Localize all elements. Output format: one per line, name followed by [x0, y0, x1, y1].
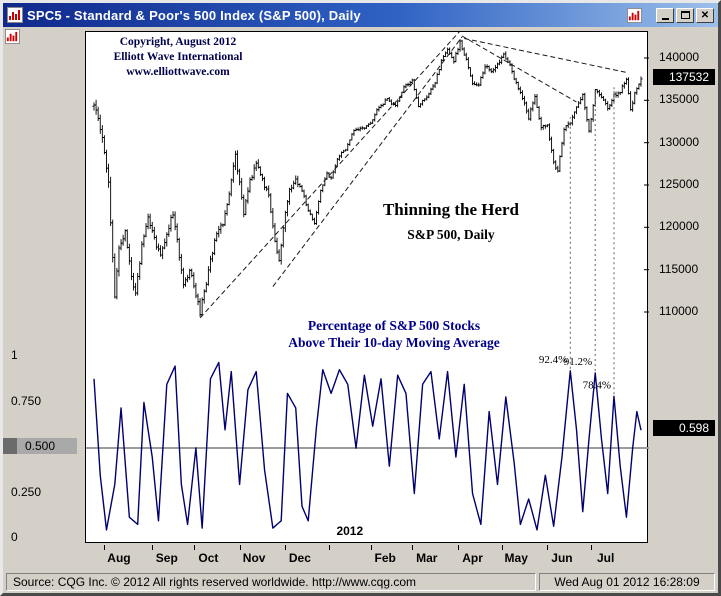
price-axis-label: 130000 [659, 134, 700, 149]
close-button[interactable]: ✕ [696, 7, 714, 23]
month-tick [329, 545, 331, 550]
month-tick [501, 545, 503, 550]
month-label: Jul [596, 551, 615, 565]
headline-annotation: Thinning the Herd [382, 200, 520, 219]
cqg-chart-icon-corner [5, 29, 20, 44]
price-axis-label: 120000 [659, 219, 700, 234]
subhead-annotation: S&P 500, Daily [407, 227, 495, 242]
copyright-line-1: Copyright, August 2012 [119, 36, 237, 48]
time-axis: Aug Sep Oct Nov Dec Feb Mar Apr May Jun Jul [3, 545, 718, 569]
minimize-button[interactable] [656, 7, 674, 23]
cqg-chart-icon[interactable] [7, 7, 23, 23]
price-axis-label: 135000 [659, 92, 700, 107]
status-datetime: Wed Aug 01 2012 16:28:09 [539, 573, 715, 591]
month-label: Aug [107, 551, 131, 565]
breadth-annotation: Percentage of S&P 500 Stocks Above Their… [236, 318, 552, 352]
copyright-line-2: Elliott Wave International [113, 51, 243, 64]
chart-canvas: 92.4%91.2%78.4%2012 [86, 32, 649, 538]
month-tick [547, 545, 549, 550]
month-label: Dec [288, 551, 311, 565]
maximize-icon [680, 11, 690, 19]
copyright-annotation: Copyright, August 2012 Elliott Wave Inte… [92, 35, 264, 81]
price-axis-label: 140000 [659, 50, 700, 64]
month-label: Jun [551, 551, 573, 565]
window-controls: ✕ [656, 7, 714, 23]
chart-area: 1 0.750 0.500 0.250 0 92.4% 91.2% 78.4% 2012 Co… [3, 27, 718, 571]
copyright-line-3: www.elliottwave.com [126, 66, 230, 79]
oscillator-axis-label: 1 [11, 348, 18, 362]
price-axis: 137532 0.598 140000 135000 130000 125000 120… [652, 27, 718, 571]
month-label: Nov [242, 551, 266, 565]
status-bar: Source: CQG Inc. © 2012 All rights reser… [3, 571, 718, 593]
month-label: May [504, 551, 528, 565]
month-label: Mar [416, 551, 438, 565]
month-label: Feb [374, 551, 396, 565]
maximize-button[interactable] [676, 7, 694, 23]
chart-plot[interactable]: 92.4% 91.2% 78.4% 2012 Copyright, August 20… [85, 31, 649, 543]
breadth-peak-label: 91.2% [564, 356, 592, 368]
oscillator-axis-label: 0.250 [11, 484, 42, 499]
month-tick [457, 545, 459, 550]
month-tick [591, 545, 593, 550]
month-tick [239, 545, 241, 550]
oscillator-axis-label: 0.500 [3, 438, 77, 454]
window-title: SPC5 - Standard & Poor's 500 Index (S&P … [27, 7, 361, 23]
breadth-peak-label: 92.4% [539, 354, 567, 366]
month-label: Oct [198, 551, 219, 565]
oscillator-axis-label: 0 [11, 530, 18, 544]
breadth-line-1: Percentage of S&P 500 Stocks [307, 318, 481, 333]
titlebar: SPC5 - Standard & Poor's 500 Index (S&P … [3, 3, 718, 27]
last-oscillator-badge: 0.598 [653, 420, 715, 437]
month-tick [285, 545, 287, 550]
price-axis-label: 125000 [659, 177, 700, 191]
price-axis-label: 110000 [659, 304, 699, 318]
oscillator-axis: 1 0.750 0.500 0.250 0 [3, 27, 85, 571]
month-tick [193, 545, 195, 550]
month-label: Sep [155, 551, 178, 565]
year-label: 2012 [336, 524, 363, 538]
last-price-badge: 137532 [653, 68, 715, 85]
month-label: Apr [462, 551, 483, 565]
close-icon: ✕ [700, 9, 710, 21]
oscillator-axis-label: 0.750 [11, 393, 42, 408]
cqg-chart-icon-right [627, 7, 642, 23]
breadth-line-2: Above Their 10-day Moving Average [288, 334, 500, 350]
month-tick [152, 545, 154, 550]
status-source: Source: CQG Inc. © 2012 All rights reser… [6, 573, 536, 591]
minimize-icon [661, 18, 669, 20]
month-tick [370, 545, 372, 550]
month-tick [412, 545, 414, 550]
month-tick [104, 545, 106, 550]
price-axis-label: 115000 [659, 261, 699, 276]
